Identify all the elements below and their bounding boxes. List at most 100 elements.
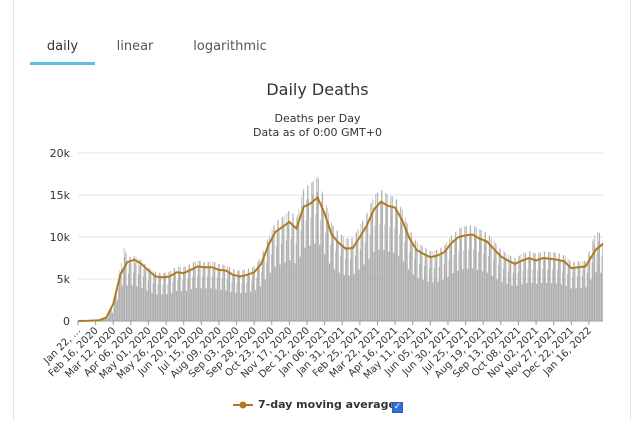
bar [444,245,446,321]
bar [486,272,488,321]
bar [171,293,172,321]
bar [512,285,513,321]
bar [338,240,339,321]
bar [133,256,135,321]
bar [207,261,209,321]
bar [406,221,407,321]
bar [168,271,169,321]
bar [347,238,348,321]
bar [130,263,132,321]
bar [586,272,588,321]
bar [379,223,381,321]
bar [490,245,491,321]
bar [449,238,450,321]
bar [595,271,597,321]
bar [273,226,274,321]
bar [435,257,436,321]
bar [178,266,179,321]
bar [245,292,247,321]
bar [555,252,556,321]
bar [582,260,584,321]
bar [169,271,171,321]
bar [381,189,382,321]
bar [551,283,553,321]
bar [598,232,600,321]
bar [208,261,209,321]
bar [211,288,212,321]
bar [279,264,281,321]
bar [116,301,118,321]
bar [135,257,137,321]
bar [564,256,566,321]
bar [224,265,226,321]
bar [521,284,523,321]
bar [343,274,345,321]
bar [297,214,298,321]
bar [278,219,279,321]
bar [586,286,587,321]
bar [388,251,390,321]
bar [560,284,562,321]
bar [102,319,104,321]
bar [401,220,403,321]
bar [121,286,123,321]
bar [368,259,369,321]
bar [138,258,140,321]
tab-logarithmic[interactable]: logarithmic [193,39,267,54]
chart-panel [13,0,631,421]
bar [414,239,416,321]
bar [266,240,268,321]
bar [550,252,551,321]
bar [235,292,236,321]
bar [335,251,336,321]
bar [600,272,602,321]
bar [336,230,338,321]
bar [552,252,554,321]
tab-linear[interactable]: linear [116,39,154,54]
bar [311,182,312,321]
bar [202,267,204,321]
bar [557,259,559,321]
bar [197,275,198,321]
bar [327,221,329,321]
bar [288,210,290,321]
bar [381,190,383,321]
bar [266,262,267,321]
bar [193,262,195,321]
bar [242,270,243,321]
bar [431,258,432,321]
moving-average-checkbox[interactable]: ✓ [392,402,403,413]
bar [214,262,215,321]
bar [146,290,147,321]
bar [191,288,193,321]
bar [187,279,188,321]
bar [442,280,443,321]
bar [407,223,408,321]
bar [434,250,436,321]
bar [212,261,214,321]
bar [113,302,115,321]
bar [300,230,302,321]
bar [326,207,328,321]
bar [576,288,577,321]
bar [359,249,361,321]
bar [555,283,557,321]
bar [400,207,402,321]
bar [312,195,314,321]
bar [232,273,233,321]
bar [163,272,164,321]
bar [174,267,176,321]
bar [268,235,270,321]
bar [408,269,410,321]
bar [151,292,152,321]
bar [464,235,466,321]
bar [577,261,579,321]
bar [144,263,145,321]
tab-daily[interactable]: daily [30,36,95,65]
bar [299,256,301,321]
bar [548,251,550,321]
bar [431,250,433,321]
bar [398,256,400,321]
bar [209,267,210,321]
legend[interactable]: 7-day moving average [232,398,396,411]
